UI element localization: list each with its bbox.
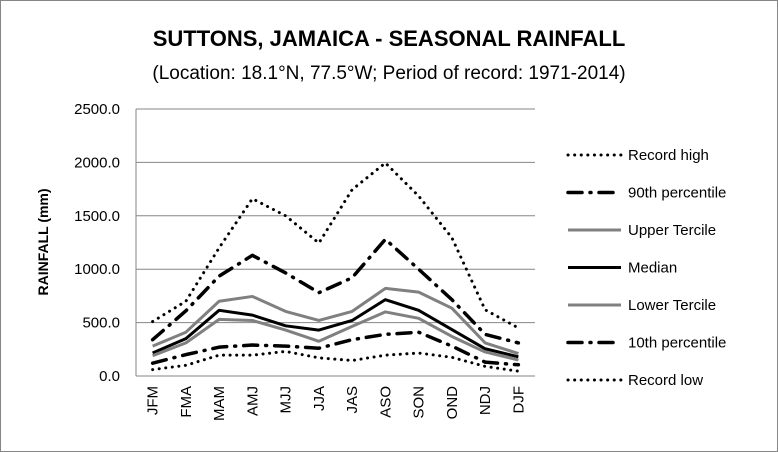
x-tick-label: JAS bbox=[344, 386, 361, 414]
chart-subtitle: (Location: 18.1°N, 77.5°W; Period of rec… bbox=[152, 63, 625, 84]
series-line-90th-percentile bbox=[150, 237, 521, 345]
legend-label: 90th percentile bbox=[628, 185, 726, 202]
legend-label: Lower Tercile bbox=[628, 297, 716, 314]
x-tick-label: NDJ bbox=[477, 386, 494, 415]
x-tick-label: MJJ bbox=[278, 386, 295, 414]
series-line-median bbox=[152, 298, 519, 359]
x-tick-label: FMA bbox=[178, 386, 195, 418]
y-tick-label: 2000.0 bbox=[74, 154, 120, 171]
x-tick-label: JFM bbox=[145, 386, 162, 415]
x-tick-label: JJA bbox=[311, 386, 328, 411]
y-tick-label: 2500.0 bbox=[74, 101, 120, 118]
chart-title: SUTTONS, JAMAICA - SEASONAL RAINFALL bbox=[153, 26, 626, 51]
series-line-10th-percentile bbox=[150, 330, 521, 367]
x-tick-label: MAM bbox=[211, 386, 228, 421]
y-axis-label: RAINFALL (mm) bbox=[35, 188, 51, 295]
legend-label: Record low bbox=[628, 372, 703, 389]
x-tick-label: OND bbox=[444, 386, 461, 420]
x-tick-label: SON bbox=[411, 386, 428, 419]
y-tick-label: 1000.0 bbox=[74, 261, 120, 278]
series-line-record-low bbox=[151, 349, 520, 373]
series-line-upper-tercile bbox=[152, 286, 519, 356]
x-tick-label: DJF bbox=[510, 386, 527, 414]
series-line-lower-tercile bbox=[152, 310, 519, 362]
legend-label: Upper Tercile bbox=[628, 222, 716, 239]
y-tick-label: 500.0 bbox=[82, 315, 120, 332]
legend-label: 10th percentile bbox=[628, 335, 726, 352]
x-tick-label: ASO bbox=[377, 386, 394, 418]
x-tick-label: AMJ bbox=[244, 386, 261, 416]
legend-label: Median bbox=[628, 260, 677, 277]
series-line-record-high bbox=[151, 161, 520, 330]
y-tick-label: 1500.0 bbox=[74, 208, 120, 225]
y-tick-label: 0.0 bbox=[99, 368, 120, 385]
legend-label: Record high bbox=[628, 147, 709, 164]
